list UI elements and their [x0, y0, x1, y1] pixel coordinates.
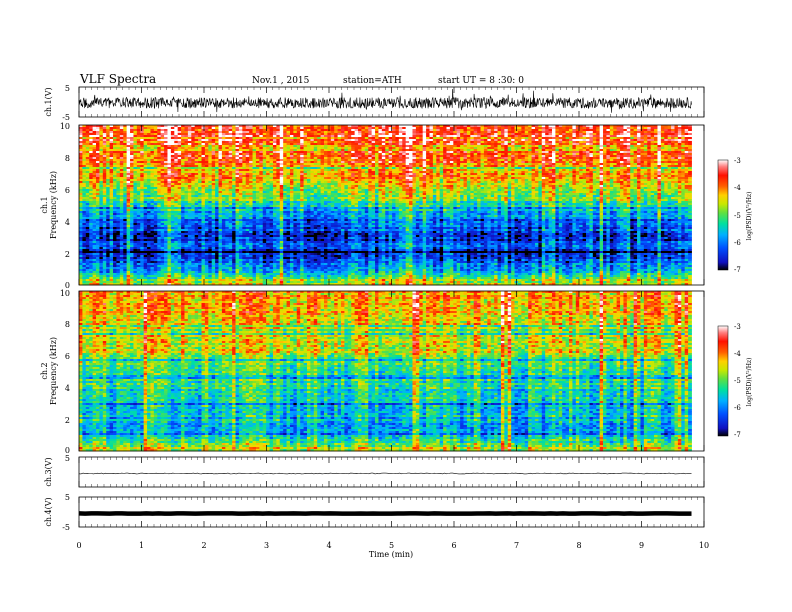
ch1-spectrogram-cells — [79, 125, 692, 285]
figure-title: VLF Spectra — [79, 72, 156, 86]
vlf-spectra-figure: VLF Spectra Nov.1 , 2015 station=ATH sta… — [0, 0, 792, 612]
ch1-waveform-panel: 5 -5 ch.1(V) — [44, 84, 704, 122]
ch1-ytick-bottom: -5 — [62, 113, 70, 122]
ch1-waveform-ylabel: ch.1(V) — [44, 87, 53, 116]
ch1-spectrogram-panel: 10 8 6 4 2 0 ch.1Frequency (kHz) — [40, 122, 704, 290]
start-time-label: start UT = 8 :30: 0 — [438, 76, 524, 86]
date-label: Nov.1 , 2015 — [252, 76, 310, 86]
ch1-waveform-trace — [79, 89, 692, 113]
ch1-ytick-top: 5 — [65, 84, 70, 93]
station-label: station=ATH — [343, 76, 402, 86]
